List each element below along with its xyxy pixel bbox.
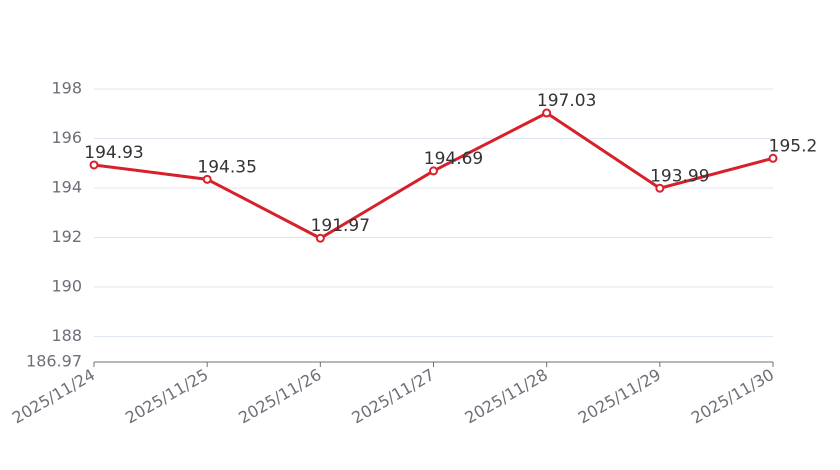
data-label: 194.69 [424, 149, 483, 169]
x-tick-label: 2025/11/27 [348, 365, 437, 428]
x-tick-label: 2025/11/25 [122, 365, 211, 428]
y-tick-label: 186.97 [26, 352, 82, 371]
data-label: 194.35 [197, 157, 256, 177]
point [542, 108, 552, 118]
y-tick-label: 196 [51, 128, 82, 147]
x-tick-label: 2025/11/26 [235, 365, 324, 428]
point [429, 166, 438, 176]
x-tick-label: 2025/11/29 [575, 365, 664, 428]
y-tick-label: 198 [51, 79, 82, 98]
x-tick-label: 2025/11/28 [462, 365, 551, 428]
point [655, 183, 665, 193]
data-label: 194.93 [84, 143, 143, 163]
point [315, 233, 325, 243]
y-tick-label: 190 [51, 277, 82, 296]
data-label: 193.99 [650, 166, 709, 186]
data-label: 191.97 [311, 216, 370, 236]
data-label: 197.03 [537, 91, 596, 111]
y-tick-label: 194 [51, 178, 82, 197]
point [202, 174, 212, 184]
point [768, 153, 778, 163]
y-tick-label: 188 [51, 326, 82, 345]
x-tick-label: 2025/11/30 [688, 365, 777, 428]
point [89, 160, 99, 170]
data-label: 195.2 [769, 136, 818, 156]
x-tick-label: 2025/11/24 [9, 365, 98, 428]
y-tick-label: 192 [51, 227, 82, 246]
